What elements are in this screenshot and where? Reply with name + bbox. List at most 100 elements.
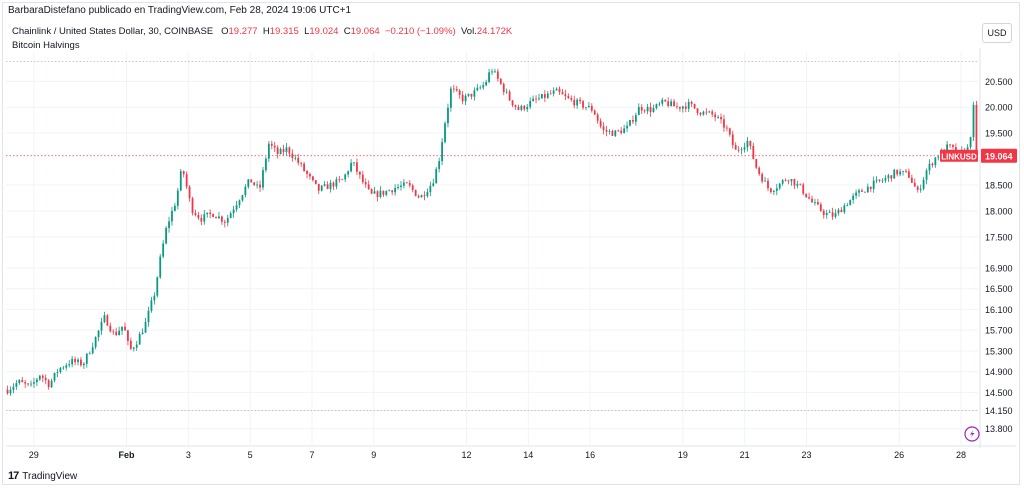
candle-body — [717, 117, 719, 118]
candle-body — [44, 377, 47, 381]
candle-body — [12, 386, 15, 390]
candle-body — [772, 190, 775, 192]
candle-body — [376, 191, 379, 198]
candle-body — [285, 147, 288, 152]
candle-body — [367, 184, 370, 190]
candle-body — [118, 330, 121, 336]
candle-body — [549, 93, 552, 95]
candle-body — [696, 108, 699, 113]
candle-body — [690, 101, 693, 104]
candle-body — [837, 209, 840, 214]
candle-body — [596, 114, 599, 121]
candle-body — [582, 101, 584, 108]
candle-body — [250, 179, 253, 183]
candle-body — [661, 99, 664, 104]
candle-body — [720, 117, 722, 120]
x-tick-label: 28 — [956, 450, 966, 460]
y-tick-label: 15.300 — [985, 346, 1013, 356]
candle-body — [928, 163, 931, 171]
candle-body — [796, 183, 799, 186]
candle-body — [931, 163, 934, 166]
candle-body — [53, 372, 56, 381]
candle-body — [82, 363, 85, 366]
candle-body — [646, 106, 649, 112]
x-tick-label: 19 — [678, 450, 688, 460]
candle-body — [811, 198, 813, 203]
candle-body — [256, 184, 259, 186]
candle-body — [24, 382, 27, 384]
candle-body — [232, 209, 235, 214]
candle-body — [432, 183, 435, 186]
close-label: C — [343, 26, 351, 37]
candle-body — [728, 128, 731, 135]
indicator-legend[interactable]: Bitcoin Halvings — [12, 40, 80, 51]
open-value: 19.277 — [228, 26, 258, 37]
candle-body — [658, 103, 661, 105]
y-tick-label: 15.700 — [985, 326, 1013, 336]
candle-body — [599, 120, 602, 127]
candle-body — [314, 180, 317, 184]
candle-body — [667, 101, 670, 106]
x-tick-label: 29 — [29, 450, 39, 460]
candle-body — [479, 87, 482, 89]
x-tick-label: Feb — [119, 450, 136, 460]
candle-body — [770, 188, 772, 192]
change-value: −0.210 (−1.09%) — [384, 26, 456, 37]
candle-body — [655, 104, 658, 109]
currency-button[interactable]: USD — [982, 23, 1012, 43]
candle-body — [447, 107, 449, 124]
candle-body — [335, 179, 338, 187]
candle-body — [97, 330, 100, 337]
candle-body — [532, 98, 535, 101]
candle-body — [514, 105, 517, 107]
candle-body — [38, 375, 41, 380]
candle-body — [482, 85, 485, 88]
tradingview-brand: 17 TradingView — [8, 470, 77, 482]
candle-body — [793, 179, 796, 186]
y-tick-label: 14.500 — [985, 388, 1013, 398]
candle-body — [127, 330, 129, 341]
y-tick-label: 18.000 — [985, 206, 1013, 216]
candle-body — [47, 380, 50, 388]
x-tick-label: 3 — [186, 450, 191, 460]
x-tick-label: 16 — [585, 450, 595, 460]
candle-body — [77, 359, 79, 363]
candle-body — [919, 188, 922, 190]
candle-body — [320, 185, 323, 191]
candle-body — [27, 383, 29, 385]
candle-body — [687, 101, 690, 109]
candle-body — [403, 182, 405, 186]
candle-body — [229, 213, 232, 218]
y-tick-label: 20.500 — [985, 77, 1013, 87]
candle-body — [855, 192, 857, 196]
y-tick-label: 14.900 — [985, 367, 1013, 377]
candle-body — [708, 111, 711, 113]
candle-body — [908, 171, 910, 178]
candle-body — [50, 380, 53, 388]
y-tick-label: 17.500 — [985, 232, 1013, 242]
candle-body — [611, 130, 614, 136]
candle-body — [937, 156, 940, 158]
candle-body — [585, 107, 587, 109]
candle-body — [567, 96, 570, 99]
candle-body — [893, 169, 896, 179]
candle-body — [435, 168, 438, 184]
candle-body — [300, 162, 303, 164]
candle-body — [162, 243, 165, 257]
x-tick-label: 5 — [248, 450, 253, 460]
candle-body — [188, 186, 191, 199]
candle-body — [467, 93, 470, 96]
candle-body — [840, 209, 843, 213]
candle-body — [863, 191, 866, 193]
candle-body — [91, 347, 94, 354]
candle-body — [808, 197, 810, 199]
candle-body — [247, 179, 250, 187]
candle-body — [781, 180, 784, 184]
candle-body — [306, 171, 308, 174]
candle-body — [869, 186, 872, 189]
candle-body — [441, 142, 443, 162]
candle-body — [702, 111, 705, 115]
candle-body — [905, 170, 907, 172]
candle-body — [203, 214, 206, 222]
